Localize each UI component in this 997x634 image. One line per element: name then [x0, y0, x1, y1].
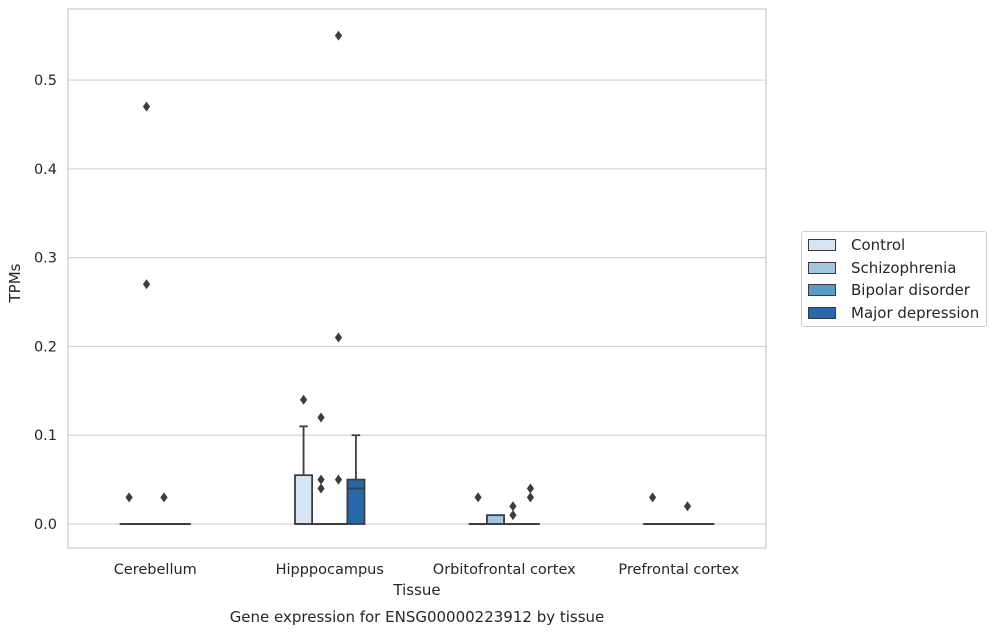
legend-label: Control	[851, 236, 906, 254]
outlier-point	[683, 501, 692, 512]
outlier-point	[160, 492, 168, 503]
box-bipolar-disorder	[503, 501, 523, 526]
legend-item: Schizophrenia	[808, 259, 956, 277]
outlier-point	[509, 501, 517, 512]
outlier-point	[317, 412, 325, 423]
outlier-point	[142, 101, 151, 112]
box-major-depression	[520, 483, 540, 526]
outlier-point	[334, 332, 343, 343]
y-axis-label: TPMs	[6, 263, 24, 303]
legend-swatch	[808, 306, 836, 319]
legend-swatch	[808, 261, 836, 274]
box-iqr	[486, 514, 505, 525]
legend-item: Major depression	[808, 304, 979, 322]
legend-label: Schizophrenia	[851, 258, 957, 277]
grid-lines	[68, 79, 766, 525]
plot-frame	[67, 8, 767, 549]
box-bipolar-disorder	[329, 30, 348, 526]
box-control	[468, 492, 488, 526]
legend-item: Bipolar disorder	[808, 281, 970, 299]
chart-caption: Gene expression for ENSG00000223912 by t…	[230, 608, 605, 626]
box-major-depression	[346, 434, 366, 525]
y-tick-label: 0.0	[34, 517, 57, 533]
legend: Control Schizophrenia Bipolar disorder Majo…	[801, 231, 987, 327]
outlier-point	[125, 492, 133, 503]
x-tick-label: Orbitofrontal cortex	[433, 562, 576, 578]
outlier-point	[317, 474, 325, 485]
outlier-point	[299, 394, 308, 405]
legend-label: Major depression	[851, 303, 980, 322]
outlier-point	[509, 510, 517, 521]
y-tick-label: 0.5	[34, 73, 57, 89]
outlier-point	[526, 483, 535, 494]
legend-item: Control	[808, 236, 905, 254]
x-tick-label: Cerebellum	[114, 562, 197, 578]
box-schizophrenia	[137, 101, 156, 526]
y-tick-label: 0.4	[34, 162, 57, 178]
box-control	[643, 492, 663, 526]
box-bipolar-disorder	[678, 501, 697, 526]
x-tick-label: Prefrontal cortex	[618, 562, 739, 578]
x-tick-labels: Cerebellum Hipppocampus Orbitofrontal cort…	[114, 562, 740, 578]
x-axis-label: Tissue	[392, 581, 440, 599]
outlier-point	[526, 492, 535, 503]
box-control	[119, 492, 139, 526]
legend-swatch	[808, 239, 836, 251]
legend-label: Bipolar disorder	[851, 281, 970, 299]
box-schizophrenia	[311, 412, 331, 526]
legend-swatch	[808, 284, 836, 296]
outlier-point	[142, 279, 151, 290]
boxes	[119, 30, 715, 526]
outlier-point	[648, 492, 657, 503]
box-bipolar-disorder	[154, 492, 174, 526]
y-tick-label: 0.1	[34, 428, 57, 444]
box-iqr	[294, 474, 314, 525]
outlier-point	[474, 492, 482, 503]
outlier-point	[317, 483, 325, 494]
y-tick-label: 0.3	[34, 251, 57, 267]
y-tick-labels: 0.0 0.1 0.2 0.3 0.4 0.5	[34, 73, 57, 533]
box-schizophrenia	[486, 514, 505, 525]
x-tick-label: Hipppocampus	[276, 562, 384, 578]
box-iqr	[346, 478, 366, 525]
y-tick-label: 0.2	[34, 339, 57, 355]
box-control	[294, 394, 314, 525]
outlier-point	[334, 474, 343, 485]
outlier-point	[334, 30, 343, 41]
